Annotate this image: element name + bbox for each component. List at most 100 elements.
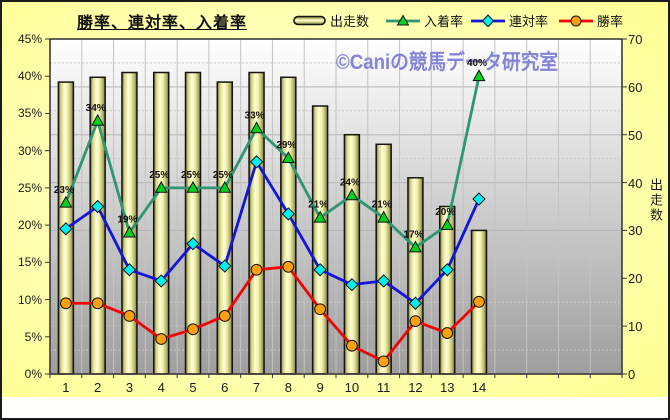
point-label: 21% [308,200,328,211]
circle-marker [314,303,327,316]
x-tick-label: 10 [344,380,360,395]
y-right-tick-label: 10 [628,319,643,335]
x-tick-label: 11 [376,380,391,395]
y-left-tick-label: 30% [17,143,42,158]
diamond-marker [376,274,391,288]
triangle-marker [91,113,105,126]
bar-4 [152,71,170,375]
point-label: 33% [245,110,265,121]
y-right-tick-label: 60 [628,79,643,95]
triangle-marker [313,210,327,223]
triangle-marker [472,69,486,82]
triangle-marker [186,180,200,193]
y-left-tick-label: 15% [17,255,42,270]
y-right-tick-label: 50 [628,127,643,143]
triangle-marker [122,225,136,238]
x-tick-label: 5 [189,380,197,395]
circle-marker [377,355,390,368]
chart-title: 勝率、連対率、入着率 [77,15,248,32]
point-label: 24% [340,177,360,188]
x-tick-label: 6 [221,380,229,395]
diamond-marker [313,263,327,277]
triangle-marker [408,240,422,253]
right-axis-title: 出走数 [648,178,663,223]
line-diamond [64,160,481,305]
diamond-marker [186,237,200,251]
diamond-marker [122,263,137,277]
triangle-marker [59,195,73,208]
circle-marker [250,263,263,276]
y-right-tick-label: 0 [628,367,636,382]
triangle-marker [218,180,232,193]
point-label: 19% [117,215,137,226]
circle-marker [91,297,104,310]
point-label: 25% [213,170,233,181]
triangle-marker [377,210,391,223]
legend-label-win: 勝率 [597,14,624,29]
y-left-tick-label: 45% [17,32,42,46]
x-tick-label: 7 [252,380,261,395]
circle-marker [282,260,295,273]
y-right-tick-label: 40 [628,175,643,191]
diamond-marker [281,207,296,221]
bar-9 [311,105,329,375]
y-left-tick-label: 20% [17,218,42,233]
x-tick-label: 14 [471,380,487,395]
y-left-tick-label: 35% [17,106,42,121]
circle-marker [441,327,454,339]
legend-item-starts: 出走数 [293,11,369,30]
x-tick-label: 4 [157,380,165,395]
circle-marker [155,333,168,345]
x-tick-label: 12 [408,380,423,395]
y-left-tick-label: 10% [17,292,42,307]
x-tick-label: 8 [284,380,292,395]
point-label: 25% [181,170,201,181]
diamond-marker [90,199,105,214]
legend: 出走数 入着率 連対率 勝率 [2,2,668,32]
bar-13 [438,205,456,375]
triangle-marker [345,188,359,201]
x-tick-label: 1 [62,380,70,395]
y-left-tick-label: 0% [24,367,42,381]
x-tick-label: 2 [94,380,102,395]
y-left-tick-label: 25% [17,180,42,195]
legend-label-quinella: 連対率 [509,14,549,29]
triangle-marker [281,151,295,164]
x-tick-label: 3 [125,380,134,395]
y-left-tick-label: 5% [24,329,42,344]
line-circle [64,265,481,363]
line-triangle [64,74,481,249]
bar-12 [407,177,424,375]
circle-marker [187,323,199,336]
bar-11 [375,143,392,375]
diamond-marker [59,222,73,236]
triangle-marker [440,218,454,231]
point-label: 29% [276,140,296,151]
point-label: 17% [403,229,423,240]
y-right-tick-label: 20 [628,271,643,287]
triangle-marker [154,180,168,193]
diamond-marker [154,274,168,288]
triangle-marker-icon [386,14,420,26]
diamond-marker [249,155,264,169]
triangle-marker [250,121,264,134]
circle-marker [409,315,422,328]
bar-6 [216,81,234,375]
point-label: 20% [435,207,455,218]
point-label: 23% [54,185,74,196]
point-label: 25% [149,170,169,181]
watermark: ©Caniの競馬データ研究室 [336,50,558,74]
diamond-marker-icon [471,14,505,27]
y-left-tick-label: 40% [17,69,42,84]
bottom-margin [2,397,668,418]
diamond-marker [472,192,486,206]
point-label: 40% [467,58,487,69]
bar-swatch-icon [293,15,326,26]
legend-label-placing: 入着率 [424,14,464,29]
diamond-marker [440,263,454,277]
circle-marker-icon [559,15,593,27]
y-right-tick-label: 30 [628,223,643,239]
